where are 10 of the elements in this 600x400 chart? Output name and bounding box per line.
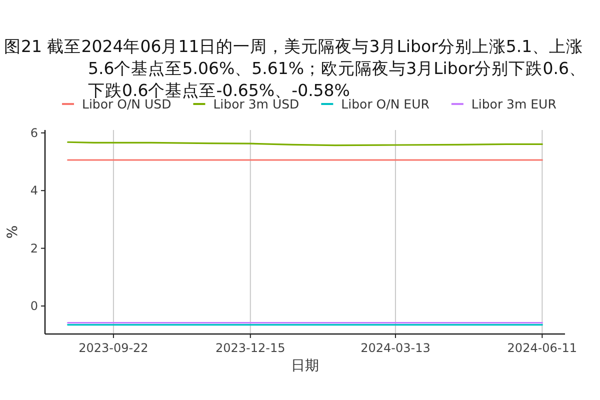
x-axis-title: 日期 — [291, 358, 319, 374]
y-tick-label: 2 — [30, 241, 38, 256]
y-tick-label: 6 — [30, 126, 38, 140]
y-tick-label: 0 — [30, 299, 38, 314]
x-tick-label: 2023-09-22 — [78, 341, 148, 355]
y-tick-label: 4 — [30, 184, 38, 198]
x-tick-label: 2024-03-13 — [360, 341, 430, 355]
x-tick-label: 2023-12-15 — [216, 341, 286, 355]
y-axis-title: % — [5, 225, 21, 239]
x-tick-label: 2024-06-11 — [507, 341, 578, 355]
